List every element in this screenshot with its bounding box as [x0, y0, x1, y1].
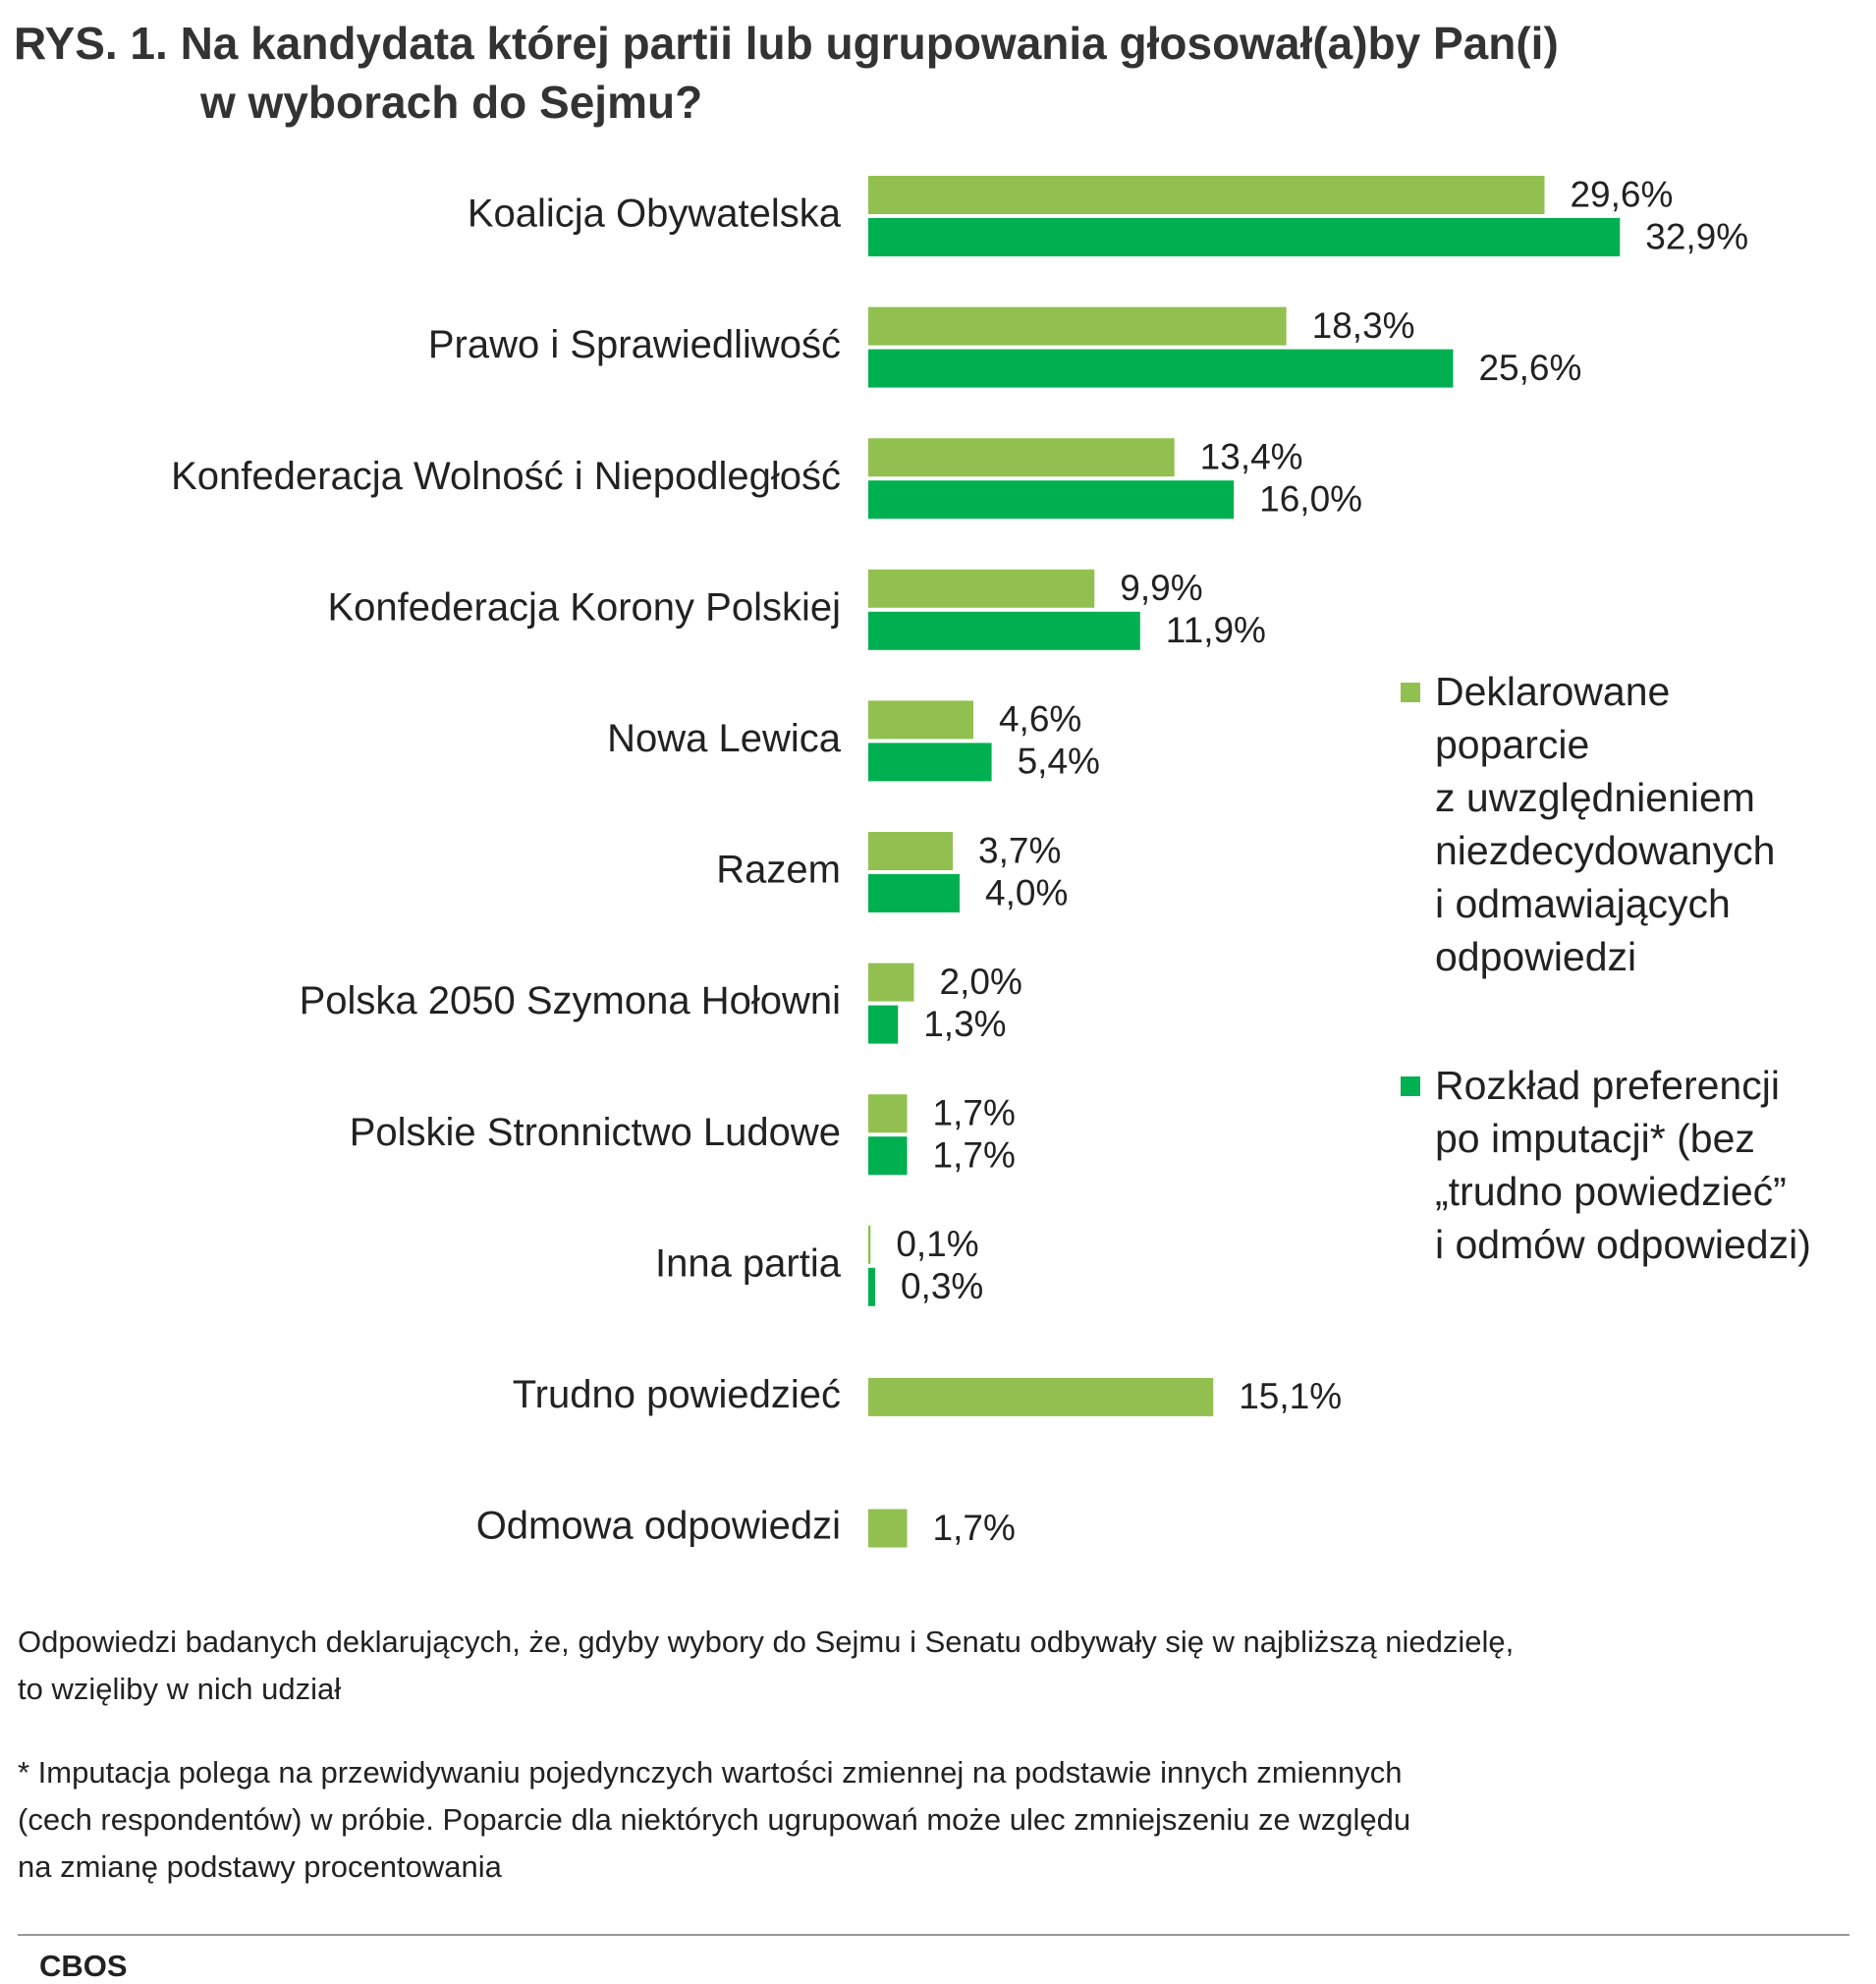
value-label: 1,3% — [923, 1004, 1006, 1044]
bar — [868, 1225, 871, 1264]
value-label: 29,6% — [1570, 174, 1673, 214]
value-label: 1,7% — [933, 1092, 1016, 1132]
value-label: 5,4% — [1018, 742, 1100, 782]
category-label: Inna partia — [655, 1241, 842, 1285]
value-label: 9,9% — [1120, 568, 1202, 608]
legend-label: Rozkład preferencji po imputacji* (bez „… — [1435, 1063, 1811, 1267]
value-label: 4,0% — [985, 872, 1068, 912]
value-label: 16,0% — [1259, 478, 1362, 519]
value-label: 2,0% — [940, 962, 1022, 1002]
value-label: 0,1% — [896, 1224, 978, 1264]
category-label: Koalicja Obywatelska — [468, 193, 842, 236]
category-label: Trudno powiedzieć — [513, 1373, 841, 1416]
chart: Koalicja Obywatelska 29,6%32,9% Prawo i Sp… — [171, 174, 1748, 1548]
value-label: 1,7% — [933, 1508, 1016, 1548]
bar — [868, 1509, 908, 1548]
category-label: Odmowa odpowiedzi — [476, 1505, 841, 1548]
bar — [868, 1377, 1214, 1416]
category-label: Polskie Stronnictwo Ludowe — [350, 1111, 841, 1154]
value-label: 3,7% — [978, 830, 1061, 870]
category-label: Razem — [716, 849, 841, 892]
footnote: Odpowiedzi badanych deklarujących, że, g… — [18, 1625, 1515, 1706]
value-label: 0,3% — [901, 1266, 983, 1306]
bar — [868, 306, 1287, 346]
value-label: 13,4% — [1200, 436, 1303, 476]
category-label: Prawo i Sprawiedliwość — [428, 323, 841, 366]
source: CBOS — [39, 1949, 128, 1983]
category-label: Nowa Lewica — [607, 717, 842, 760]
bar — [868, 218, 1621, 256]
bar — [868, 569, 1095, 608]
footnote: * Imputacja polega na przewidywaniu poje… — [18, 1755, 1411, 1884]
bar — [868, 438, 1175, 477]
separator — [18, 1934, 1849, 1936]
bar — [868, 1267, 875, 1306]
bar — [868, 743, 992, 782]
value-label: 15,1% — [1239, 1376, 1342, 1416]
value-label: 4,6% — [999, 699, 1081, 740]
bar — [868, 480, 1235, 520]
category-label: Konfederacja Wolność i Niepodległość — [171, 455, 841, 498]
bar — [868, 1005, 899, 1044]
legend-swatch — [1401, 683, 1420, 702]
bar — [868, 700, 973, 740]
value-label: 25,6% — [1478, 348, 1581, 388]
bar — [868, 832, 954, 870]
value-label: 1,7% — [933, 1134, 1016, 1175]
value-label: 18,3% — [1312, 305, 1415, 346]
value-label: 32,9% — [1645, 216, 1748, 256]
bar — [868, 1136, 908, 1176]
bar — [868, 349, 1454, 388]
bar — [868, 963, 914, 1002]
bar — [868, 176, 1545, 214]
bar — [868, 1094, 908, 1133]
bar — [868, 611, 1140, 650]
legend-swatch — [1401, 1076, 1420, 1096]
bar — [868, 874, 961, 912]
chart-title: RYS. 1. Na kandydata której partii lub u… — [14, 18, 1559, 128]
category-label: Polska 2050 Szymona Hołowni — [300, 979, 841, 1022]
value-label: 11,9% — [1166, 610, 1266, 650]
legend-label: Deklarowane poparcie z uwzględnieniem ni… — [1435, 669, 1776, 979]
category-label: Konfederacja Korony Polskiej — [327, 585, 841, 629]
